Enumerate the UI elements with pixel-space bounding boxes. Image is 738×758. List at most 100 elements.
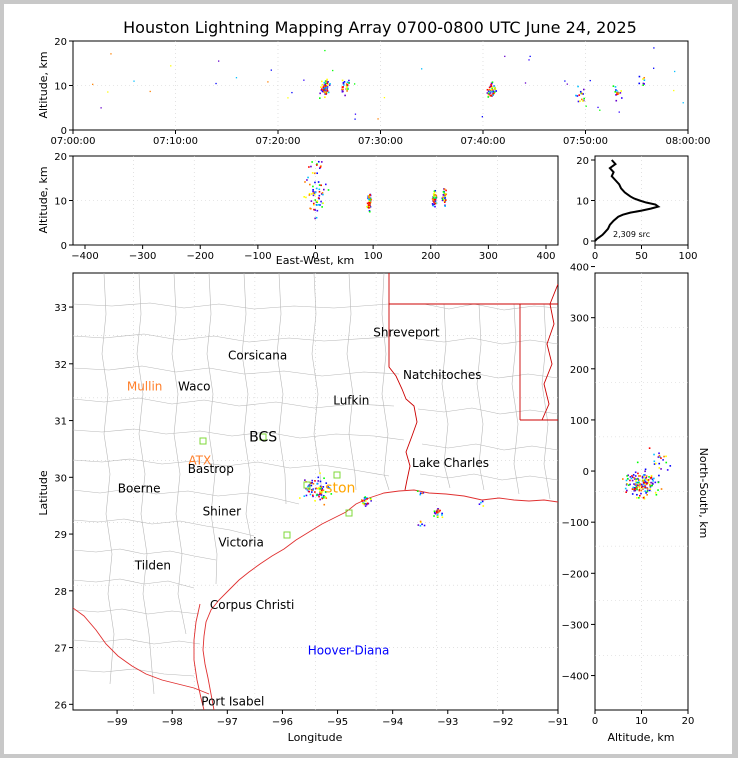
time-altitude-point (617, 93, 620, 95)
time-altitude-point (270, 69, 272, 71)
map-source-point (421, 523, 423, 526)
ew-altitude-point (367, 198, 370, 200)
ns-altitude-point (643, 497, 646, 500)
ns-altitude-point (642, 496, 645, 499)
ew-altitude-point (441, 198, 444, 200)
ew-altitude-point (314, 191, 317, 194)
mexico-border (73, 607, 210, 695)
time-altitude-point (323, 85, 325, 87)
ew-altitude-point (316, 164, 318, 166)
ew-altitude-point (320, 193, 323, 195)
time-altitude-point (488, 89, 491, 91)
ew-altitude-point (320, 200, 322, 203)
map-source-point (314, 491, 316, 493)
ns-altitude-point (638, 475, 640, 477)
map-source-point (438, 510, 441, 513)
time-altitude-point (325, 86, 328, 89)
time-altitude-point (491, 89, 494, 92)
ew-altitude-point (367, 204, 370, 206)
ns-altitude-point (642, 474, 645, 476)
map-source-point (322, 495, 325, 498)
time-altitude-point (327, 81, 329, 83)
ew-altitude-point (314, 172, 316, 175)
map-source-point (324, 495, 327, 498)
map-source-point (311, 489, 313, 492)
map-source-point (304, 479, 306, 481)
ew-altitude-point (324, 183, 327, 186)
ns-altitude-point (658, 452, 660, 455)
time-altitude-point (133, 80, 135, 82)
city-label: ston (325, 481, 355, 497)
ns-altitude-point (643, 482, 645, 484)
ew-altitude-point (442, 196, 444, 199)
p5-xtick-label: 20 (682, 716, 695, 727)
map-source-point (319, 491, 321, 493)
time-altitude-point (492, 94, 495, 96)
ew-altitude-point (433, 203, 436, 206)
map-source-point (441, 512, 443, 515)
ns-altitude-point (643, 486, 646, 488)
map-source-point (482, 505, 485, 507)
ns-altitude-point (625, 479, 628, 482)
time-altitude-point (642, 82, 645, 85)
ew-altitude-point (434, 202, 436, 205)
ns-altitude-point (637, 481, 640, 484)
map-source-point (317, 494, 319, 496)
ns-altitude-point (634, 475, 637, 477)
ew-altitude-xlabel: East-West, km (276, 254, 354, 267)
ns-altitude-point (641, 487, 644, 490)
map-source-point (370, 500, 372, 502)
time-altitude-point (329, 82, 331, 85)
ns-altitude-point (658, 454, 661, 457)
time-altitude-point (324, 49, 326, 52)
time-altitude-point (326, 86, 329, 88)
time-altitude-point (325, 88, 328, 90)
p4-ytick-label: 30 (54, 473, 67, 484)
ew-altitude-point (369, 193, 371, 196)
ns-altitude-point (629, 476, 632, 478)
ns-altitude-point (633, 483, 635, 485)
city-label: Boerne (118, 482, 161, 496)
city-label: Corpus Christi (210, 598, 295, 612)
ns-altitude-ylabel: North-South, km (697, 448, 710, 539)
p1-xtick-label: 07:30:00 (358, 136, 403, 147)
time-altitude-point (612, 85, 615, 87)
time-altitude-point (324, 87, 326, 89)
ew-altitude-point (444, 204, 446, 207)
ns-altitude-point (636, 488, 638, 491)
map-source-point (319, 490, 321, 493)
ns-altitude-point (647, 481, 650, 484)
time-altitude-point (490, 83, 492, 86)
map-source-point (321, 487, 324, 490)
map-source-point (364, 505, 367, 507)
time-altitude-point (291, 91, 293, 94)
map-source-point (325, 482, 328, 484)
ns-altitude-point (640, 492, 642, 495)
map-source-point (417, 524, 420, 526)
map-source-point (421, 492, 424, 495)
ew-altitude-point (435, 196, 437, 199)
time-altitude-point (490, 85, 493, 87)
map-source-point (436, 515, 439, 518)
map-source-point (365, 500, 367, 502)
ns-altitude-point (639, 487, 641, 490)
ns-altitude-point (644, 468, 647, 471)
p5-ytick-label: −200 (562, 569, 589, 580)
ew-altitude-point (312, 202, 315, 205)
map-source-point (322, 494, 325, 497)
time-altitude-point (344, 94, 346, 97)
ns-altitude-point (659, 456, 662, 458)
p4-xtick-label: −93 (437, 717, 458, 728)
ns-altitude-point (636, 486, 639, 489)
ns-altitude-point (644, 490, 646, 492)
time-altitude-point (490, 89, 492, 92)
map-source-point (308, 488, 311, 490)
time-altitude-point (582, 100, 584, 102)
time-altitude-point (578, 94, 581, 96)
ns-altitude-point (626, 483, 629, 485)
ns-altitude-point (649, 485, 652, 487)
map-source-point (314, 499, 316, 502)
lightning-figure: Houston Lightning Mapping Array 0700-080… (37, 18, 710, 744)
map-source-point (320, 492, 323, 495)
ns-altitude-point (658, 467, 661, 469)
